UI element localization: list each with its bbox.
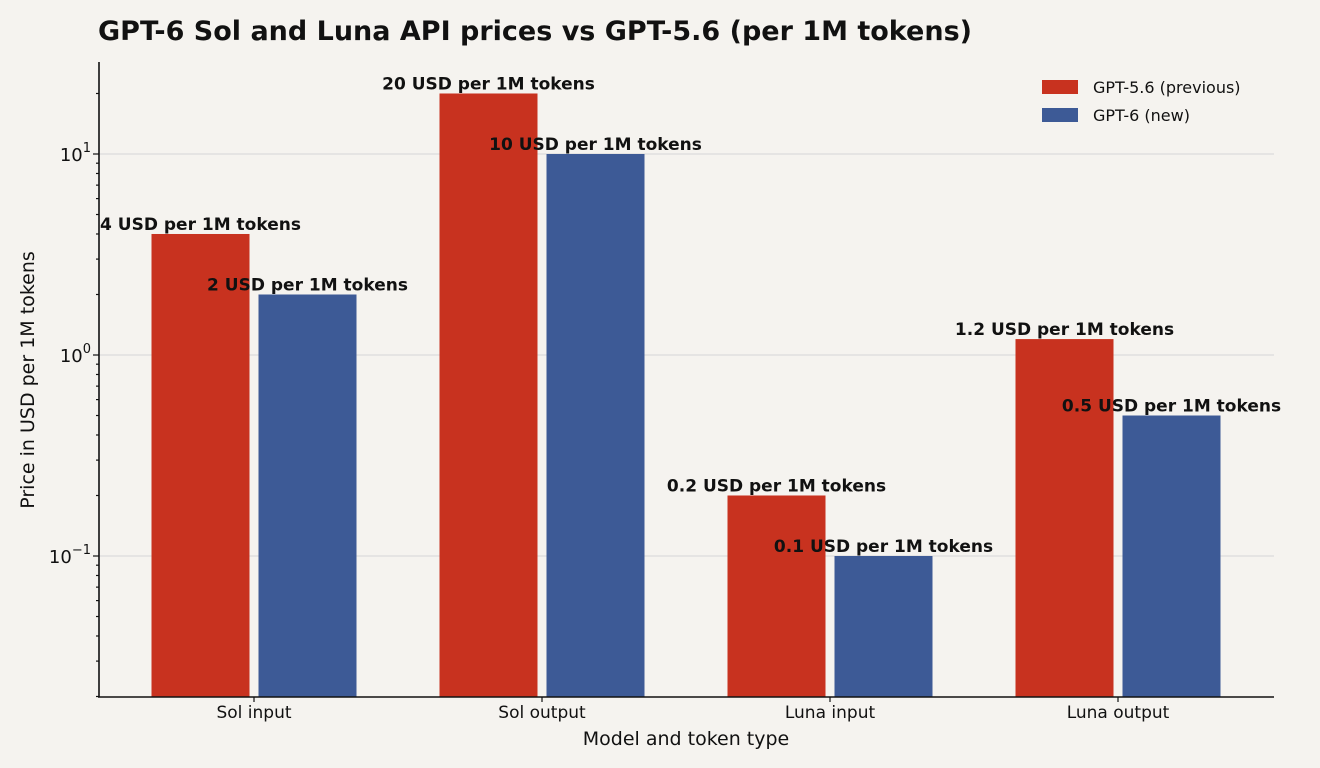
axes xyxy=(98,62,1274,698)
legend-label-0: GPT-5.6 (previous) xyxy=(1093,78,1241,97)
bar-new-0 xyxy=(258,294,357,697)
x-tick-label-0: Sol input xyxy=(216,703,291,723)
bars xyxy=(151,93,1221,697)
legend-label-1: GPT-6 (new) xyxy=(1093,106,1190,125)
x-category-labels: Sol input Sol output Luna input Luna output xyxy=(216,697,1170,723)
x-tick-label-2: Luna input xyxy=(785,703,876,723)
data-labels: 4 USD per 1M tokens 20 USD per 1M tokens 0… xyxy=(100,74,1281,557)
x-tick-label-3: Luna output xyxy=(1067,703,1170,723)
bar-previous-3 xyxy=(1015,339,1114,697)
y-tick-label-1: 100 xyxy=(60,342,91,367)
bar-previous-1 xyxy=(439,93,538,697)
y-axis-label: Price in USD per 1M tokens xyxy=(17,251,39,509)
data-label-previous-2: 0.2 USD per 1M tokens xyxy=(667,476,886,496)
legend-swatch-0 xyxy=(1042,80,1078,94)
y-tick-label-2: 10−1 xyxy=(49,543,91,568)
data-label-previous-3: 1.2 USD per 1M tokens xyxy=(955,320,1174,340)
bar-previous-0 xyxy=(151,233,250,697)
chart-title: GPT-6 Sol and Luna API prices vs GPT-5.6… xyxy=(98,16,972,47)
bar-previous-2 xyxy=(727,495,826,697)
bar-new-3 xyxy=(1122,415,1221,697)
data-label-new-0: 2 USD per 1M tokens xyxy=(207,275,408,295)
legend-swatch-1 xyxy=(1042,108,1078,122)
bar-new-1 xyxy=(546,154,645,697)
y-ticks: 101 100 10−1 xyxy=(49,92,99,698)
data-label-new-1: 10 USD per 1M tokens xyxy=(489,135,702,155)
y-tick-label-0: 101 xyxy=(60,141,91,166)
bar-new-2 xyxy=(834,556,933,697)
data-label-previous-1: 20 USD per 1M tokens xyxy=(382,74,595,94)
x-axis-label: Model and token type xyxy=(583,728,790,750)
x-tick-label-1: Sol output xyxy=(498,703,586,723)
legend: GPT-5.6 (previous) GPT-6 (new) xyxy=(1042,78,1241,125)
data-label-previous-0: 4 USD per 1M tokens xyxy=(100,215,301,235)
data-label-new-3: 0.5 USD per 1M tokens xyxy=(1062,397,1281,417)
data-label-new-2: 0.1 USD per 1M tokens xyxy=(774,537,993,557)
